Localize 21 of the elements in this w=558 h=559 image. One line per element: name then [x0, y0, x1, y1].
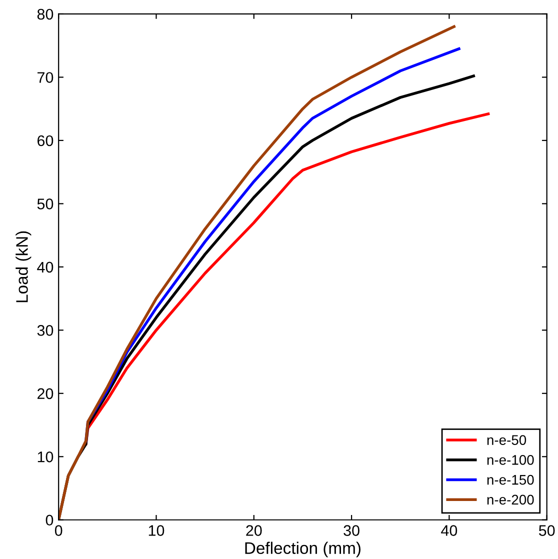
y-tick-label: 80 [37, 8, 54, 20]
x-axis-title: Deflection (mm) [245, 542, 360, 558]
legend-label: n-e-200 [487, 494, 534, 505]
y-tick-label: 60 [38, 135, 54, 146]
y-tick-label: 50 [37, 198, 54, 210]
y-tick-label: 70 [38, 72, 54, 83]
y-tick-label: 20 [38, 388, 54, 400]
legend-label: n-e-50 [487, 435, 526, 445]
x-tick-label: 20 [246, 525, 262, 536]
y-tick-label: 40 [37, 262, 54, 273]
x-tick-label: 50 [538, 525, 555, 536]
x-tick-label: 40 [441, 525, 458, 536]
y-axis-title: Load (kN) [16, 231, 32, 302]
x-tick-label: 10 [148, 525, 164, 536]
y-tick-label: 10 [38, 452, 54, 462]
legend-label: n-e-100 [487, 455, 534, 465]
y-tick-label: 30 [37, 325, 54, 336]
x-tick-label: 0 [54, 525, 62, 536]
y-tick-label: 0 [46, 514, 54, 526]
legend-label: n-e-150 [487, 474, 534, 485]
x-tick-label: 30 [344, 525, 360, 536]
